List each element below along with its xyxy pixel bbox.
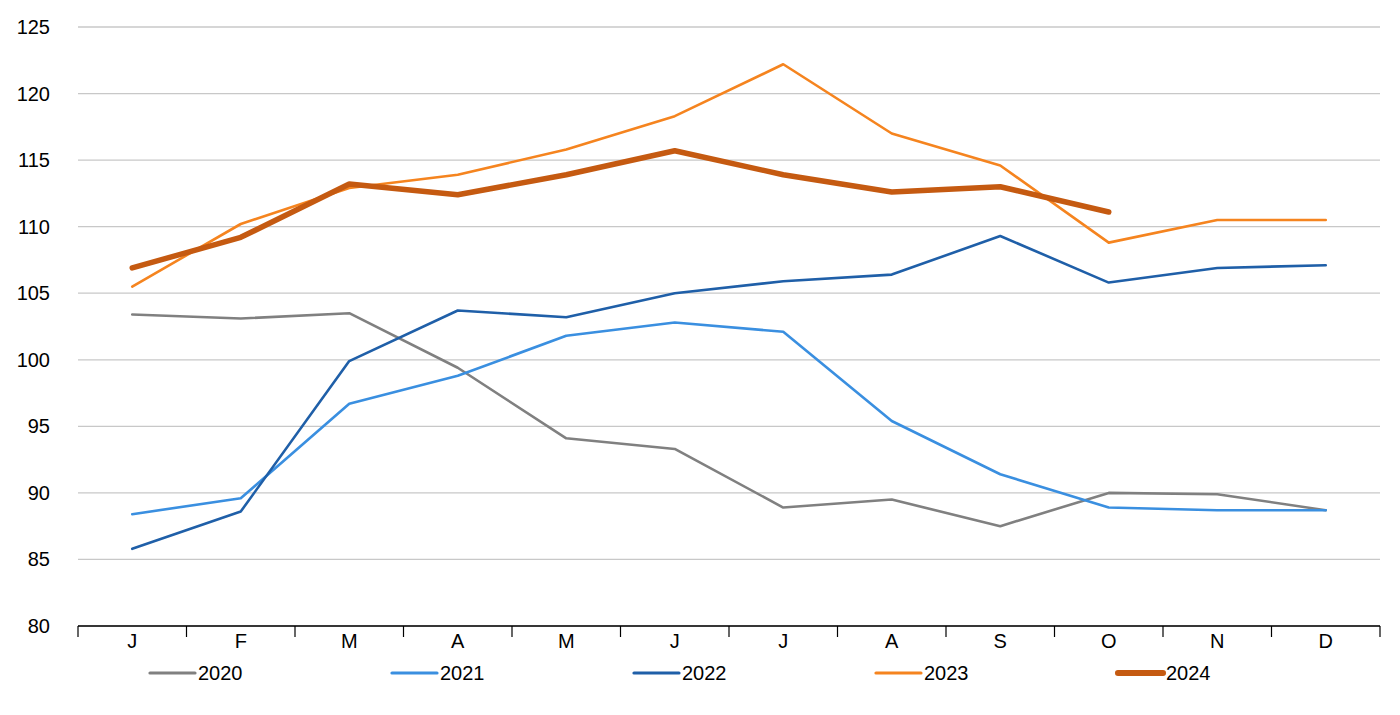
legend-label: 2024	[1166, 662, 1211, 684]
grid-line	[78, 559, 1380, 560]
legend-swatch	[634, 671, 679, 674]
grid-line	[78, 426, 1380, 427]
x-tick	[620, 626, 621, 637]
plot-area	[132, 64, 1326, 549]
x-tick-label: A	[451, 630, 465, 652]
x-tick	[403, 626, 404, 637]
legend-label: 2023	[924, 662, 969, 684]
x-tick-label: A	[885, 630, 899, 652]
x-tick	[77, 626, 78, 637]
legend-swatch	[876, 671, 921, 674]
x-tick	[837, 626, 838, 637]
x-tick	[1271, 626, 1272, 637]
x-tick-label: M	[558, 630, 575, 652]
series-line	[132, 313, 1326, 526]
x-tick-label: F	[235, 630, 247, 652]
y-tick-label: 105	[17, 282, 50, 304]
y-tick-label: 110	[18, 216, 50, 238]
x-tick	[1054, 626, 1055, 637]
series-line	[132, 323, 1326, 515]
y-tick-label: 80	[28, 615, 50, 637]
legend-swatch	[150, 671, 195, 674]
series-line	[132, 236, 1326, 549]
y-tick-label: 95	[28, 415, 50, 437]
grid-line	[78, 26, 1380, 27]
legend-swatch	[1118, 670, 1163, 676]
x-tick-label: S	[994, 630, 1007, 652]
legend-label: 2020	[198, 662, 243, 684]
y-tick-label: 125	[17, 16, 50, 38]
x-tick-label: J	[127, 630, 137, 652]
x-tick	[1379, 626, 1380, 637]
x-tick-label: J	[670, 630, 680, 652]
x-tick-label: N	[1210, 630, 1224, 652]
x-tick	[186, 626, 187, 637]
x-tick	[945, 626, 946, 637]
y-tick-label: 90	[28, 482, 50, 504]
chart: 80 85 90 95 100 105 110 115 120 125 J F M A M J J A S O N D 20…	[0, 0, 1400, 715]
series-line	[132, 64, 1326, 286]
legend-label: 2021	[440, 662, 485, 684]
x-tick-label: D	[1319, 630, 1333, 652]
x-tick	[511, 626, 512, 637]
x-tick-label: O	[1101, 630, 1117, 652]
x-tick	[728, 626, 729, 637]
grid-line	[78, 293, 1380, 294]
y-tick-label: 100	[17, 349, 50, 371]
grid-line	[78, 93, 1380, 94]
x-tick-label: J	[778, 630, 788, 652]
grid-line	[78, 359, 1380, 360]
y-tick-label: 85	[28, 548, 50, 570]
y-tick-label: 115	[18, 149, 50, 171]
x-tick	[294, 626, 295, 637]
x-tick-label: M	[341, 630, 358, 652]
series-line	[132, 151, 1109, 268]
legend-label: 2022	[682, 662, 727, 684]
x-tick	[1162, 626, 1163, 637]
legend-swatch	[392, 671, 437, 674]
y-tick-label: 120	[17, 83, 50, 105]
